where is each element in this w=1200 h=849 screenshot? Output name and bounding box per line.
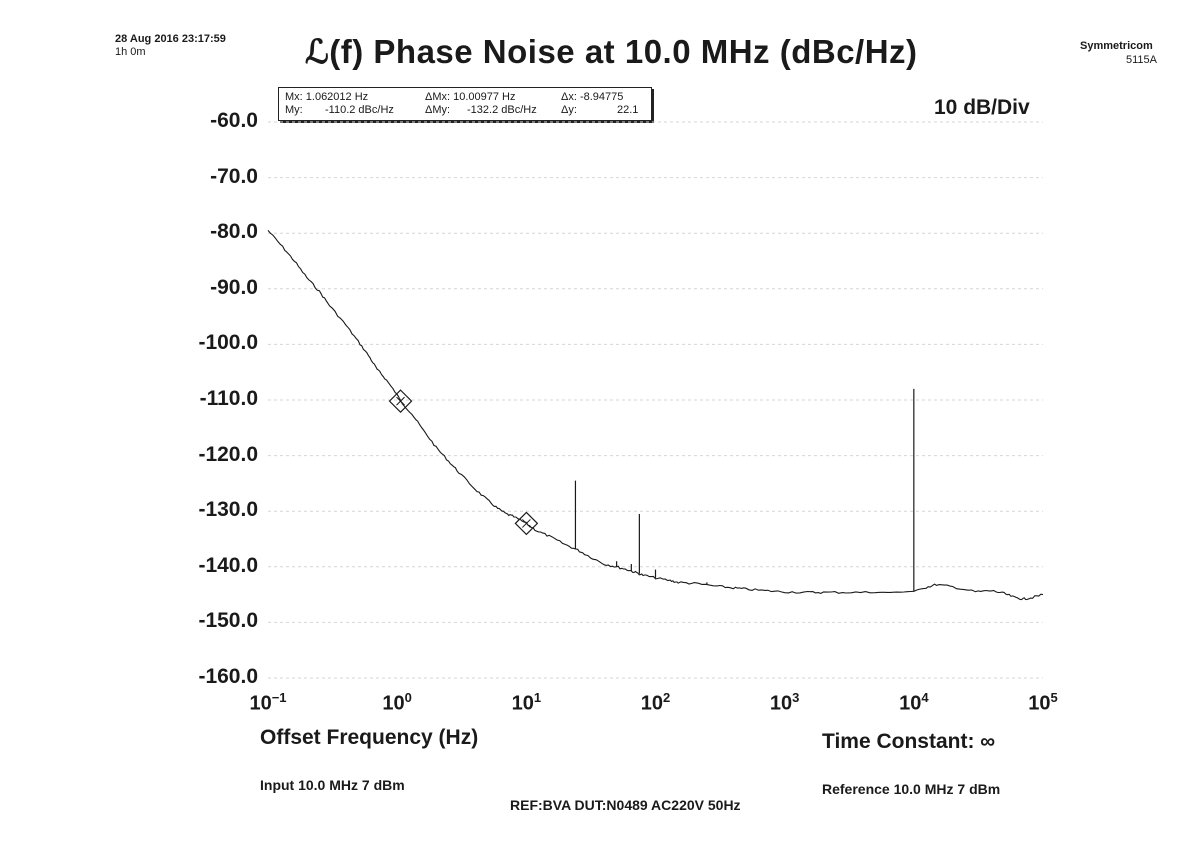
y-tick-label: -90.0	[210, 275, 258, 299]
y-tick-label: -60.0	[210, 109, 258, 132]
x-tick-label: 105	[1008, 690, 1078, 716]
marker-my-label: My:	[285, 104, 303, 116]
marker-my-value: -110.2 dBc/Hz	[325, 104, 394, 116]
x-tick-base: 10	[899, 692, 922, 715]
x-tick-exponent: −1	[271, 690, 287, 705]
marker-dmy-label: ΔMy:	[425, 104, 451, 116]
y-tick-label: -160.0	[198, 665, 258, 688]
x-tick-base: 10	[382, 692, 405, 715]
marker-readout: Mx: 1.062012 Hz My: -110.2 dBc/Hz ΔMx: 1…	[278, 87, 652, 121]
brand-label: Symmetricom	[1080, 40, 1153, 52]
marker-dmy-value: -132.2 dBc/Hz	[467, 104, 537, 116]
y-tick-label: -120.0	[198, 442, 258, 466]
y-tick-label: -110.0	[199, 387, 258, 410]
reference-info: Reference 10.0 MHz 7 dBm	[822, 781, 1001, 797]
x-tick-exponent: 5	[1050, 690, 1058, 705]
marker-dy-value: 22.1	[617, 104, 639, 116]
input-info: Input 10.0 MHz 7 dBm	[260, 777, 405, 793]
x-tick-label: 104	[879, 690, 949, 716]
marker-dmx: ΔMx: 10.00977 Hz	[425, 91, 516, 103]
x-tick-base: 10	[769, 692, 793, 715]
duration: 1h 0m	[115, 46, 146, 58]
y-tick-label: -80.0	[210, 220, 258, 244]
marker-mx: Mx: 1.062012 Hz	[285, 91, 369, 103]
y-tick-label: -100.0	[198, 331, 258, 355]
y-tick-label: -150.0	[198, 609, 258, 633]
marker-cross	[522, 519, 531, 528]
chart-title: ℒ(f) Phase Noise at 10.0 MHz (dBc/Hz)	[305, 33, 918, 70]
scale-label: 10 dB/Div	[934, 96, 1030, 119]
model-label: 5115A	[1126, 54, 1157, 66]
ref-dut-line: REF:BVA DUT:N0489 AC220V 50Hz	[510, 797, 741, 813]
x-tick-base: 10	[1028, 692, 1051, 715]
time-constant: Time Constant: ∞	[822, 730, 996, 753]
x-tick-exponent: 0	[404, 690, 412, 705]
x-tick-exponent: 4	[921, 690, 929, 705]
y-tick-label: -130.0	[198, 498, 258, 522]
marker-dy-label: Δy:	[561, 104, 577, 116]
marker-cross	[396, 396, 405, 406]
marker-diamond	[388, 389, 413, 413]
x-tick-base: 10	[249, 692, 272, 715]
date-time: 28 Aug 2016 23:17:59	[115, 33, 226, 45]
x-tick-label: 100	[362, 690, 432, 716]
x-tick-base: 10	[511, 692, 534, 715]
x-tick-label: 10−1	[233, 690, 303, 716]
x-tick-label: 102	[621, 690, 691, 716]
x-tick-exponent: 2	[663, 690, 671, 705]
phase-noise-trace	[267, 230, 1044, 601]
x-tick-exponent: 1	[533, 690, 542, 705]
marker-diamond	[514, 511, 539, 536]
x-axis-title: Offset Frequency (Hz)	[260, 726, 479, 749]
x-tick-base: 10	[640, 692, 663, 715]
x-tick-label: 103	[750, 690, 820, 716]
marker-dx: Δx: -8.94775	[561, 91, 624, 103]
y-tick-label: -140.0	[198, 553, 258, 577]
y-tick-label: -70.0	[210, 164, 258, 188]
x-tick-exponent: 3	[792, 690, 800, 705]
x-tick-label: 101	[491, 690, 561, 716]
